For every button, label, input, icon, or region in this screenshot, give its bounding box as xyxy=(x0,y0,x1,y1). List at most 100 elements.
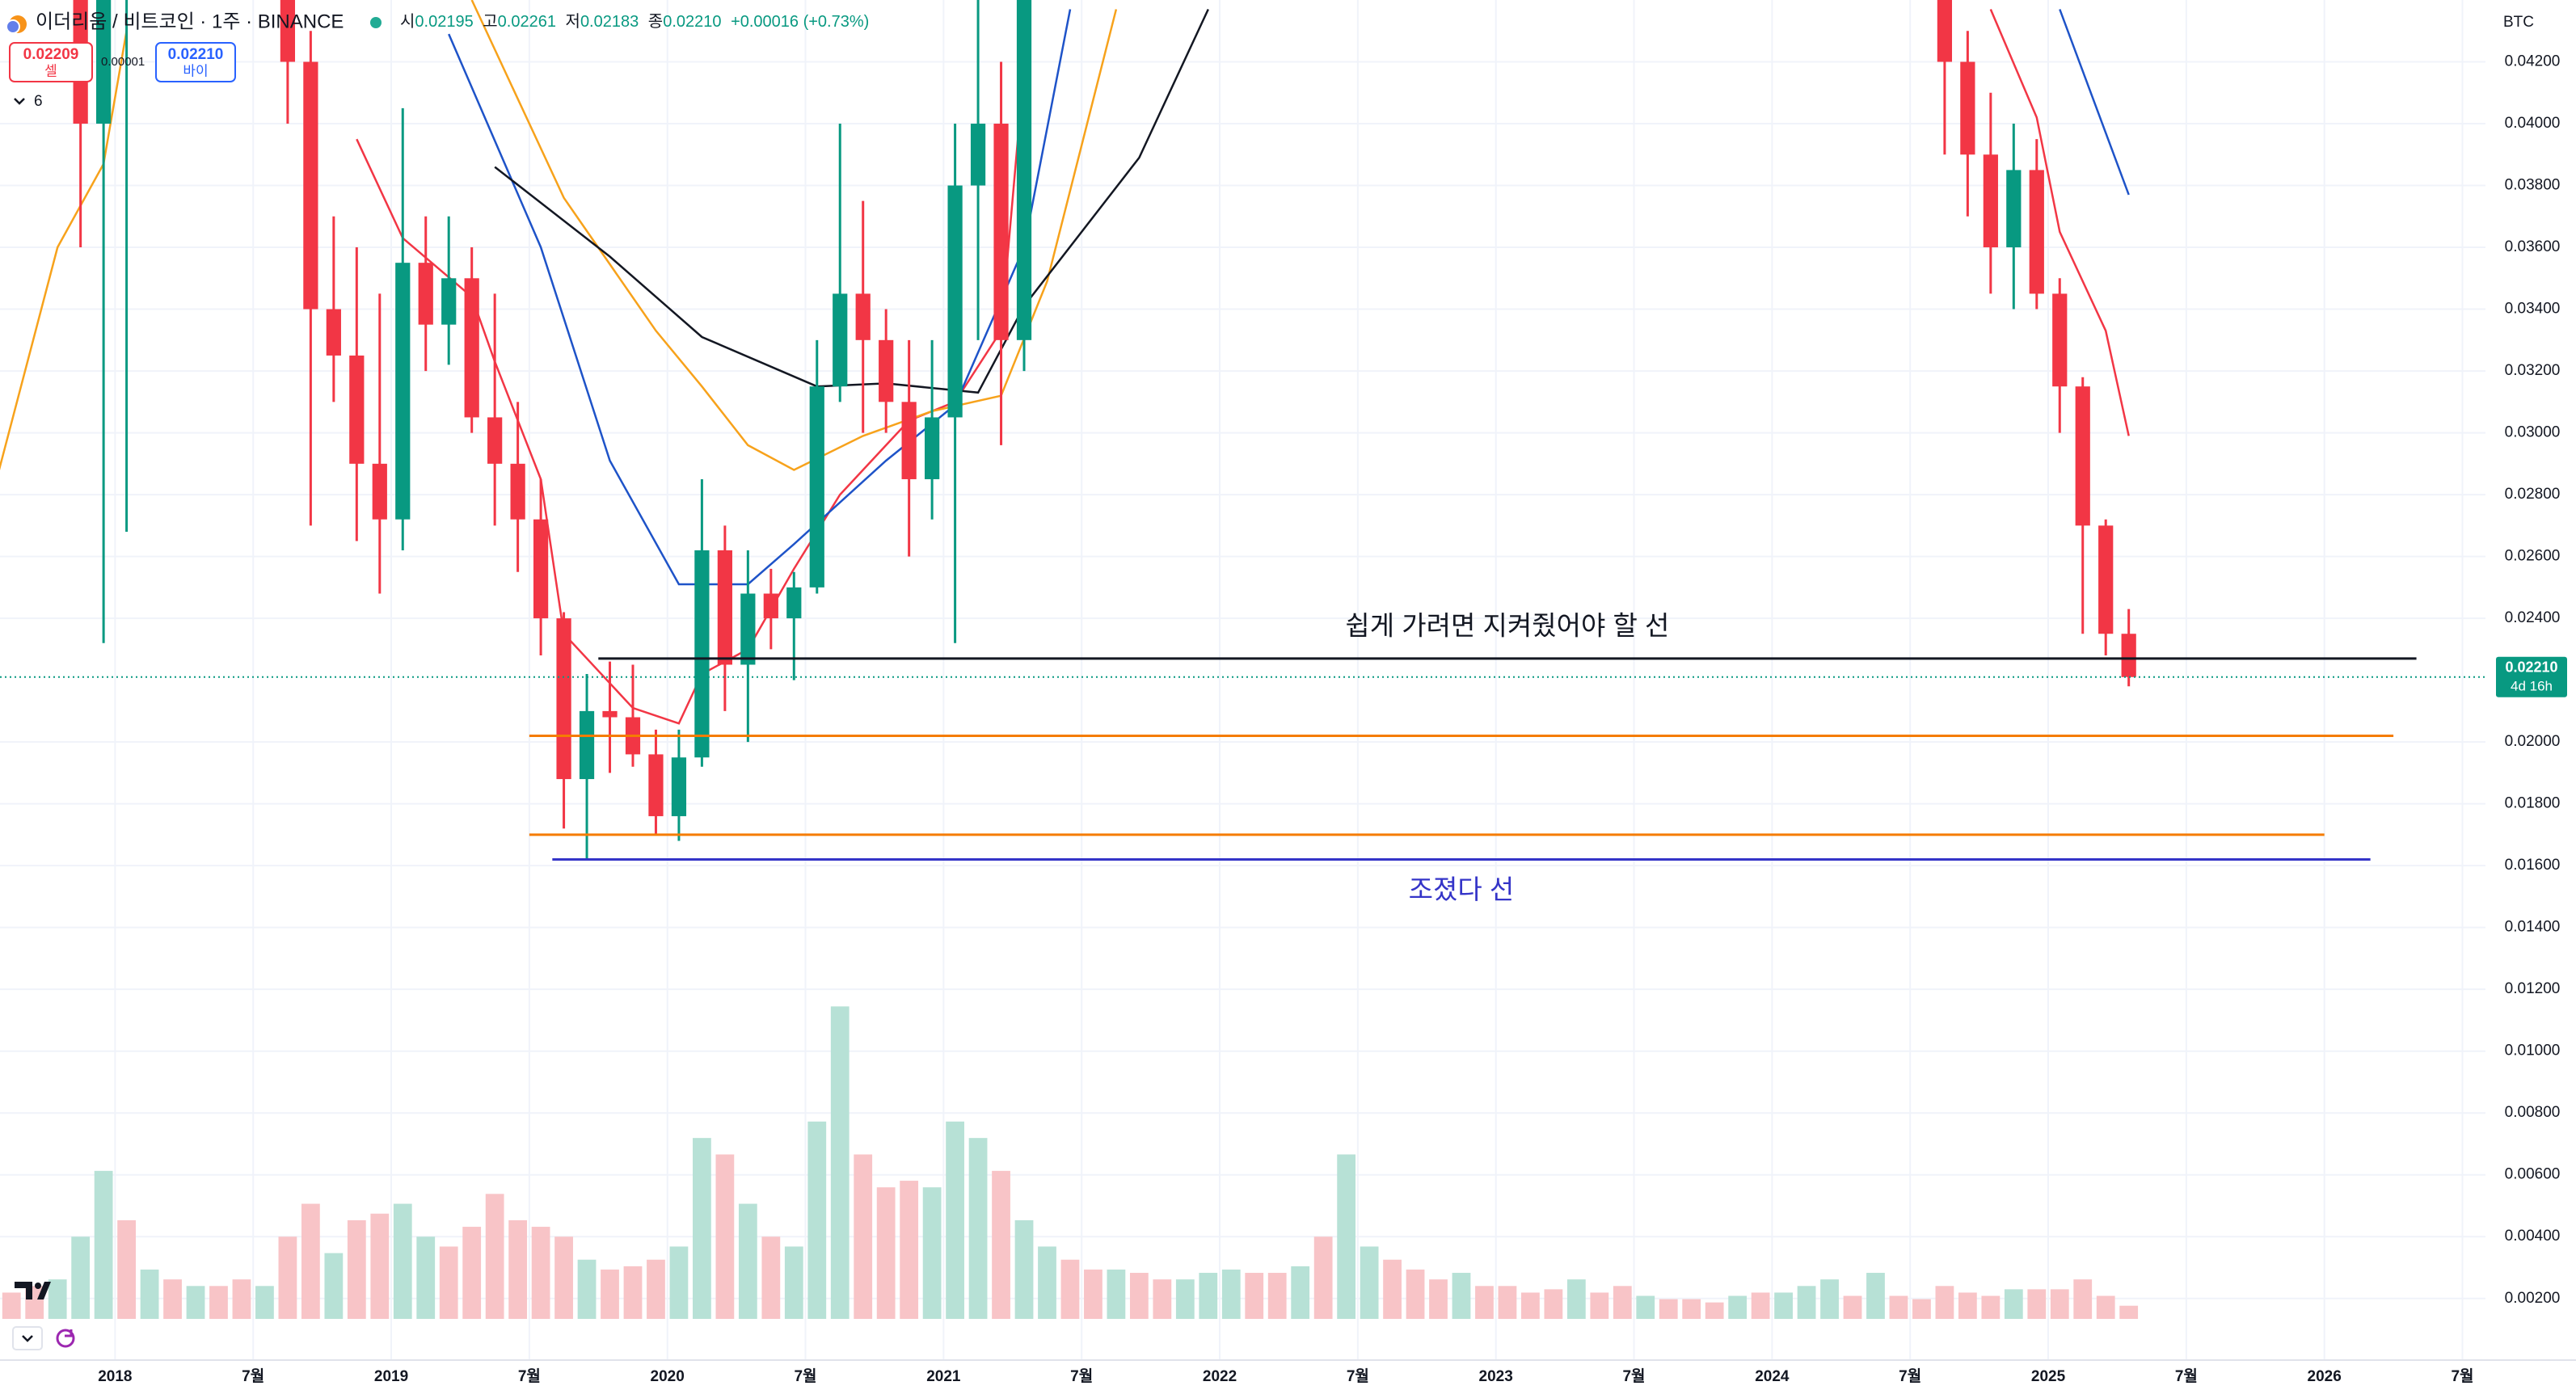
volume-bar xyxy=(1337,1154,1356,1319)
indicator-count[interactable]: 6 xyxy=(34,93,43,110)
volume-bar xyxy=(347,1219,366,1319)
buy-price[interactable]: 0.02210 xyxy=(168,46,224,63)
volume-bar xyxy=(876,1187,896,1319)
volume-bar xyxy=(968,1138,988,1319)
y-tick-label: 0.03200 xyxy=(2505,362,2561,379)
eth-icon xyxy=(6,19,20,34)
y-tick-label: 0.02400 xyxy=(2505,609,2561,626)
volume-bar xyxy=(1613,1286,1632,1319)
buy-button[interactable]: 0.02210 바이 xyxy=(155,42,236,82)
volume-bar xyxy=(693,1138,711,1319)
volume-bar xyxy=(1060,1259,1080,1319)
candle-body xyxy=(510,463,525,520)
volume-bar xyxy=(485,1194,504,1319)
candle-body xyxy=(855,293,871,340)
refresh-icon[interactable] xyxy=(56,1329,75,1348)
candle-body xyxy=(349,355,365,464)
x-tick-label: 2024 xyxy=(1755,1368,1790,1385)
candle-body xyxy=(602,710,618,718)
y-tick-label: 0.04200 xyxy=(2505,53,2561,70)
volume-bar xyxy=(232,1279,251,1319)
candle-body xyxy=(648,754,664,816)
volume-bar xyxy=(301,1203,320,1319)
volume-bar xyxy=(71,1236,91,1319)
x-tick-label: 2020 xyxy=(651,1368,685,1385)
refresh-arrow[interactable] xyxy=(65,1329,73,1337)
volume-bar xyxy=(324,1253,344,1319)
x-tick-label: 2022 xyxy=(1203,1368,1237,1385)
volume-bar xyxy=(1935,1286,1954,1319)
volume-bar xyxy=(508,1219,528,1319)
volume-bar xyxy=(1221,1269,1241,1319)
y-tick-label: 0.03000 xyxy=(2505,424,2561,441)
y-tick-label: 0.00400 xyxy=(2505,1228,2561,1245)
volume-bar xyxy=(1797,1286,1816,1319)
volume-bar xyxy=(1175,1279,1195,1319)
volume-bar xyxy=(1267,1273,1287,1319)
candle-body xyxy=(694,550,710,758)
candle-body xyxy=(280,0,296,62)
volume-bar xyxy=(738,1203,757,1319)
button-box[interactable] xyxy=(12,1326,43,1350)
chevron[interactable] xyxy=(14,98,25,105)
candle-body xyxy=(533,519,549,619)
level-label: 쉽게 가려면 지켜줬어야 할 선 xyxy=(1345,611,1669,641)
volume-bar xyxy=(439,1246,458,1319)
volume-bar xyxy=(163,1279,182,1319)
candle-body xyxy=(2006,170,2022,248)
candle-body xyxy=(2121,634,2136,677)
volume-bar xyxy=(2004,1289,2023,1319)
candle-body xyxy=(740,593,756,665)
sell-label[interactable]: 셀 xyxy=(44,63,57,78)
y-tick-label: 0.01000 xyxy=(2505,1042,2561,1059)
grid xyxy=(0,0,2485,1360)
last-price-label: 0.02210 xyxy=(2505,659,2557,676)
volume-bar xyxy=(1245,1273,1264,1319)
volume-bar xyxy=(1820,1279,1839,1319)
spread: 0.00001 xyxy=(101,55,145,69)
candle-body xyxy=(2075,386,2090,526)
moving-average xyxy=(470,0,1118,471)
logo-part xyxy=(37,1282,51,1299)
sell-price[interactable]: 0.02209 xyxy=(23,46,79,63)
x-tick-label: 2025 xyxy=(2031,1368,2066,1385)
axes: 0.04200 0.04000 0.03800 0.03600 0.03400 0.032… xyxy=(98,53,2560,1385)
volume-bar xyxy=(117,1219,136,1319)
volume-bar xyxy=(2096,1295,2115,1319)
candle-body xyxy=(671,757,687,816)
volume-bar xyxy=(209,1286,228,1319)
volume-bar xyxy=(669,1246,689,1319)
candle-body xyxy=(303,61,318,310)
collapse-button[interactable] xyxy=(12,1326,43,1350)
volume-bar xyxy=(647,1259,665,1319)
candle-body xyxy=(464,278,479,418)
candle-body xyxy=(2029,170,2044,294)
sell-button[interactable]: 0.02209 셀 xyxy=(9,42,93,82)
volume-bar xyxy=(554,1236,573,1319)
x-tick-label: 7월 xyxy=(1899,1367,1921,1385)
y-tick-label: 0.01400 xyxy=(2505,919,2561,936)
volume-bar xyxy=(2027,1289,2047,1319)
y-tick-label: 0.00200 xyxy=(2505,1290,2561,1307)
buy-box[interactable] xyxy=(155,42,236,82)
candle-body xyxy=(1960,61,1975,155)
candle-body xyxy=(487,417,503,464)
volume-bar xyxy=(1383,1259,1402,1319)
x-tick-label: 7월 xyxy=(1622,1367,1645,1385)
y-tick-label: 0.03400 xyxy=(2505,301,2561,318)
volume-bar xyxy=(1084,1269,1102,1319)
volume-bar xyxy=(1475,1286,1494,1319)
volume-bar xyxy=(1014,1219,1034,1319)
countdown-label: 4d 16h xyxy=(2511,678,2553,693)
volume-bar xyxy=(2050,1289,2069,1319)
reset-button[interactable] xyxy=(56,1329,75,1348)
chevron[interactable] xyxy=(22,1335,33,1342)
volume-bar xyxy=(2073,1279,2093,1319)
indicator-toggle[interactable]: 6 xyxy=(14,93,43,110)
volume-bar xyxy=(1429,1279,1448,1319)
candle-body xyxy=(901,402,917,479)
buy-label[interactable]: 바이 xyxy=(183,63,208,78)
sell-box[interactable] xyxy=(9,42,93,82)
volume-bar xyxy=(531,1227,550,1319)
